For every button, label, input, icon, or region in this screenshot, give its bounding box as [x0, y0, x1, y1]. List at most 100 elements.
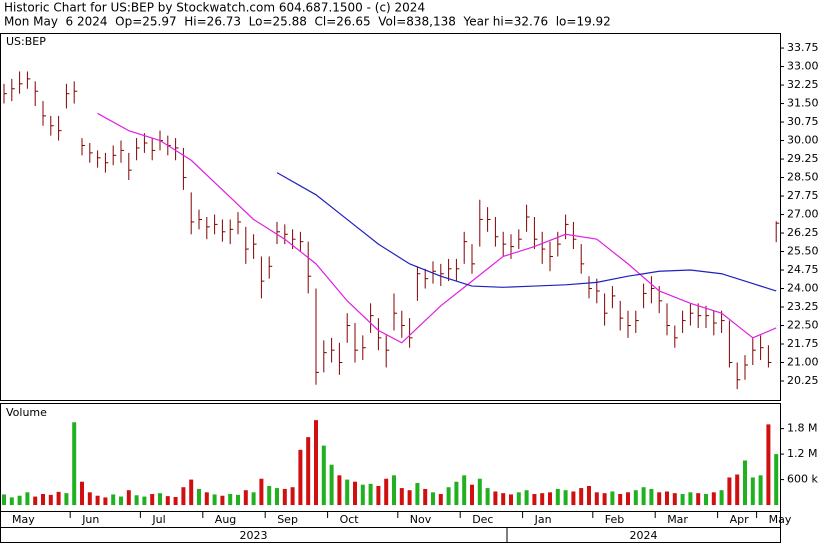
volume-bar	[680, 494, 685, 506]
volume-bar	[649, 488, 654, 506]
volume-bar	[719, 490, 724, 506]
volume-bar	[173, 496, 178, 506]
volume-bar	[72, 422, 77, 506]
volume-bar	[158, 493, 162, 506]
volume-bar	[142, 496, 147, 506]
volume-bar	[392, 475, 396, 506]
volume-bar	[95, 495, 100, 506]
x-tick-label: Oct	[340, 513, 360, 526]
volume-bar	[236, 494, 240, 506]
x-tick-label: May	[12, 513, 35, 526]
y-tick-label: 27.75	[787, 189, 819, 202]
volume-bar	[407, 490, 412, 506]
x-tick-label: Jul	[151, 513, 165, 526]
volume-bar	[376, 485, 381, 506]
volume-bar	[493, 491, 498, 506]
volume-bar	[17, 495, 22, 506]
volume-bar	[579, 488, 584, 506]
volume-bar	[197, 488, 201, 506]
volume-bar	[571, 491, 576, 506]
volume-bar	[454, 481, 459, 506]
y-tick-label: 24.00	[787, 282, 819, 295]
y-tick-label: 28.50	[787, 171, 819, 184]
volume-bar	[298, 449, 303, 506]
volume-bar	[423, 488, 428, 506]
y-tick-label: 27.00	[787, 208, 819, 221]
volume-bar	[56, 491, 61, 506]
x-tick-label: Sep	[277, 513, 298, 526]
year-label: 2023	[240, 529, 268, 542]
y-tick-label: 29.25	[787, 152, 819, 165]
volume-bar	[314, 420, 318, 506]
volume-bar	[438, 494, 443, 506]
volume-bar	[204, 492, 209, 506]
y-tick-label: 1.2 M	[787, 447, 817, 460]
volume-bar	[462, 475, 467, 506]
volume-bar	[25, 492, 30, 506]
volume-bar	[688, 492, 693, 506]
volume-bar	[618, 494, 623, 506]
volume-bar	[212, 494, 217, 506]
volume-bar	[501, 493, 506, 506]
y-tick-label: 33.00	[787, 60, 819, 73]
volume-bar	[735, 474, 740, 506]
volume-bar	[150, 494, 155, 506]
volume-bar	[2, 494, 6, 506]
volume-bar	[41, 494, 45, 506]
x-tick-label: May	[769, 513, 792, 526]
volume-bar	[548, 492, 552, 506]
year-label: 2024	[630, 529, 658, 542]
volume-bar	[446, 487, 451, 506]
volume-label: Volume	[6, 406, 47, 419]
moving-average	[276, 172, 777, 292]
volume-bar	[80, 481, 84, 506]
volume-bar	[368, 483, 373, 506]
volume-bar	[399, 488, 404, 506]
volume-bar	[758, 475, 763, 506]
volume-bar	[485, 488, 490, 506]
volume-bar	[126, 490, 131, 506]
volume-bar	[134, 495, 139, 506]
header-line: Mon May 6 2024 Op=25.97 Hi=26.73 Lo=25.8…	[4, 15, 611, 29]
volume-bar	[189, 479, 194, 506]
volume-bar	[415, 482, 420, 506]
volume-bar	[626, 492, 630, 506]
y-tick-label: 33.75	[787, 41, 819, 54]
volume-bar	[48, 494, 53, 506]
volume-bar	[524, 490, 529, 506]
price-panel	[0, 33, 781, 401]
volume-bar	[540, 493, 545, 506]
volume-bar	[727, 477, 732, 506]
volume-bar	[516, 492, 521, 506]
volume-bar	[711, 492, 716, 506]
y-tick-label: 23.25	[787, 300, 819, 313]
y-tick-label: 20.25	[787, 374, 819, 387]
volume-bar	[165, 496, 170, 506]
volume-bar	[743, 460, 747, 506]
volume-bar	[119, 496, 123, 506]
y-tick-label: 30.00	[787, 134, 819, 147]
volume-bar	[602, 493, 607, 506]
volume-bar	[470, 484, 474, 506]
volume-bar	[9, 497, 14, 506]
volume-bar	[750, 477, 755, 506]
x-tick-label: Jun	[81, 513, 99, 526]
volume-bar	[282, 488, 287, 506]
volume-bar	[477, 478, 482, 506]
volume-bar	[641, 487, 646, 506]
volume-bar	[243, 490, 248, 506]
volume-bar	[290, 487, 295, 506]
volume-bar	[321, 445, 326, 506]
y-tick-label: 25.50	[787, 245, 819, 258]
volume-bar	[594, 492, 599, 506]
volume-bar	[657, 492, 662, 506]
x-tick-label: Mar	[667, 513, 688, 526]
y-tick-label: 30.75	[787, 115, 819, 128]
y-tick-label: 24.75	[787, 263, 819, 276]
volume-bar	[672, 493, 677, 506]
volume-bar	[103, 497, 108, 506]
volume-bar	[267, 485, 272, 506]
volume-bar	[220, 495, 225, 506]
x-tick-label: Dec	[472, 513, 493, 526]
